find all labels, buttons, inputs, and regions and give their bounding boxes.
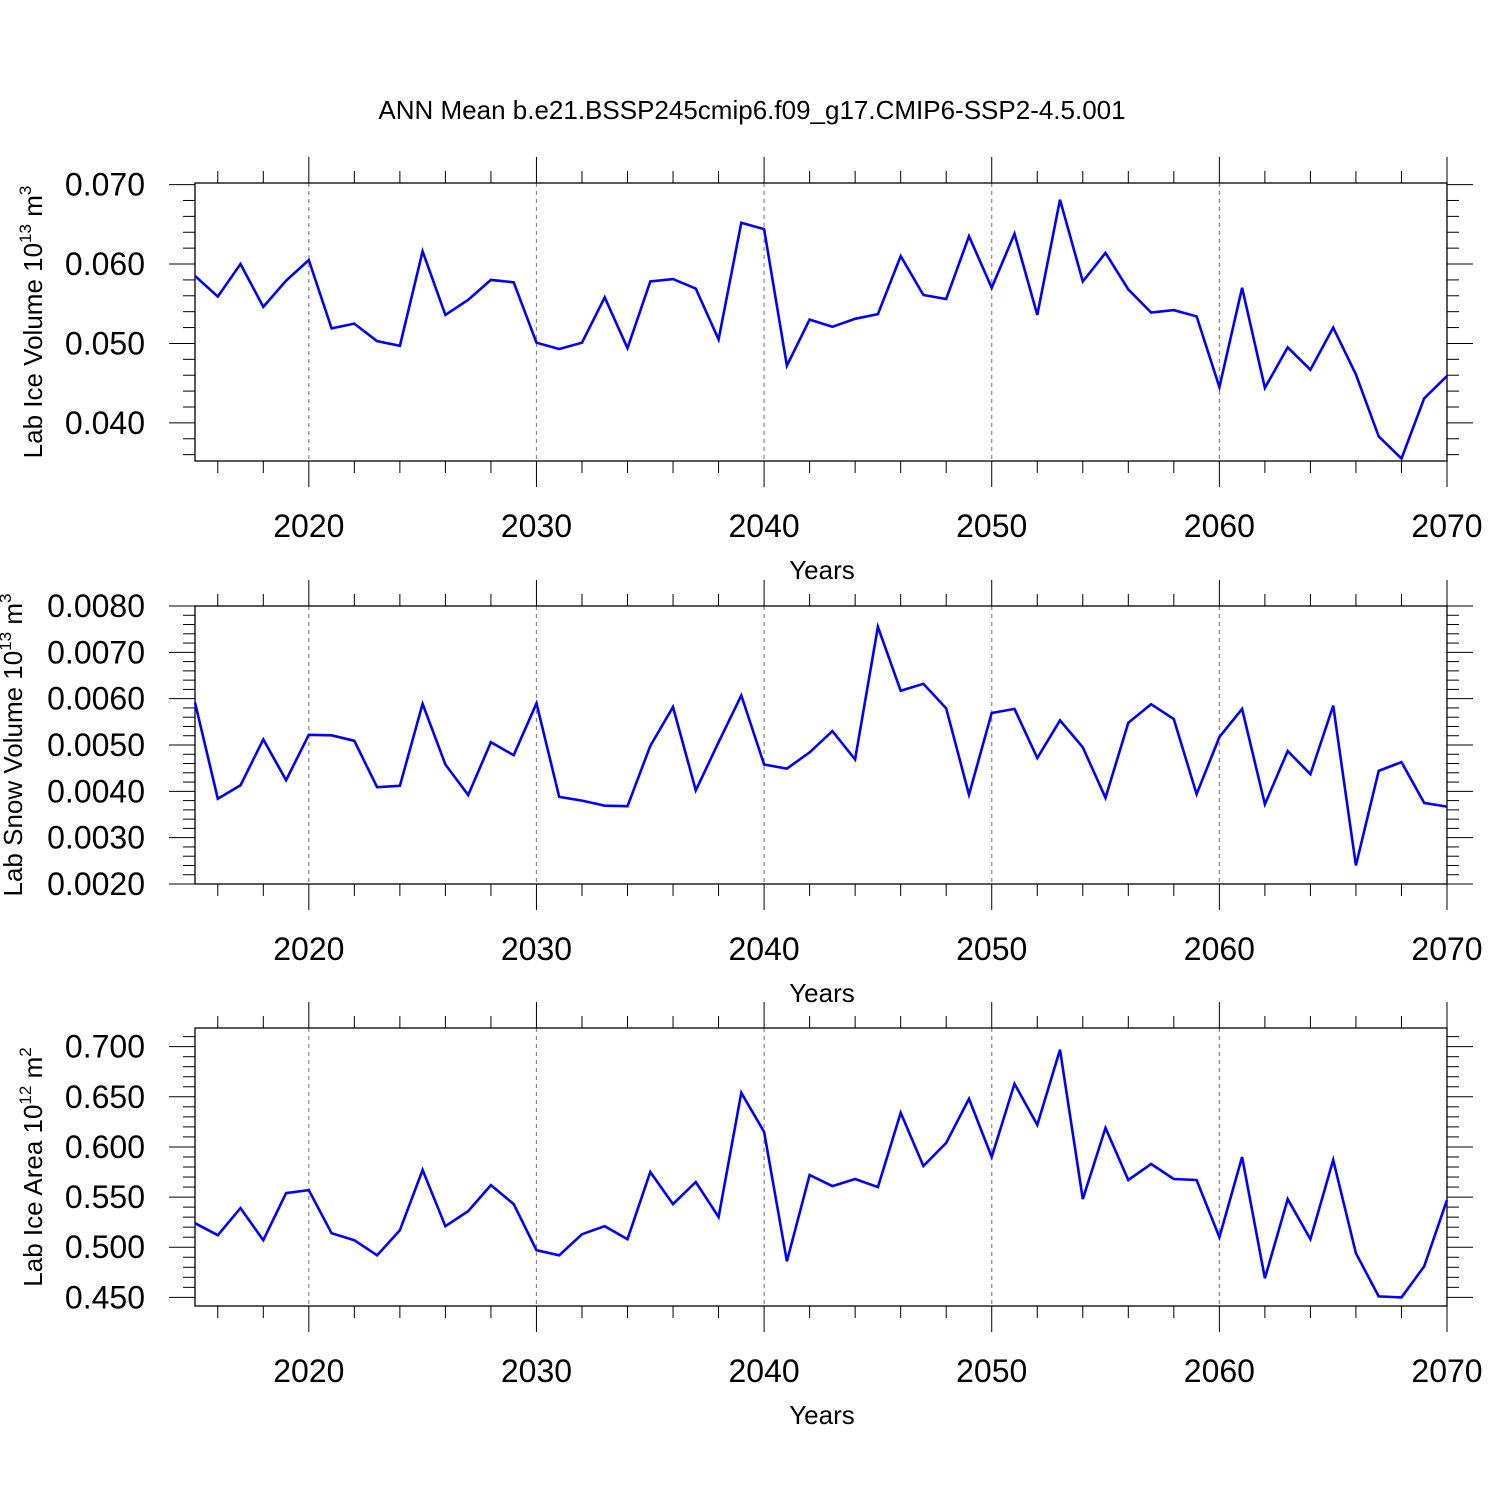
y-tick-label: 0.0040: [47, 773, 145, 809]
x-axis-label: Years: [789, 555, 855, 585]
x-tick-label: 2050: [956, 508, 1027, 544]
y-tick-label: 0.050: [65, 325, 145, 361]
x-tick-label: 2030: [501, 1353, 572, 1389]
series-line: [194, 1049, 1449, 1299]
x-tick-label: 2020: [273, 508, 344, 544]
x-tick-label: 2040: [728, 931, 799, 967]
x-tick-label: 2040: [728, 1353, 799, 1389]
x-tick-label: 2070: [1411, 931, 1482, 967]
y-tick-label: 0.0070: [47, 634, 145, 670]
plot-frame: [194, 1027, 1448, 1307]
x-tick-label: 2050: [956, 1353, 1027, 1389]
x-tick-label: 2040: [728, 508, 799, 544]
x-tick-label: 2060: [1184, 1353, 1255, 1389]
y-tick-label: 0.450: [65, 1279, 145, 1315]
chart-panels: 2020 2030 2040 2050 2060 2070 0.040 0.050 0.060 0…: [0, 157, 1483, 1430]
x-tick-label: 2050: [956, 931, 1027, 967]
panel-1: 2020 2030 2040 2050 2060 2070 0.040 0.050 0.060 0…: [16, 157, 1483, 585]
x-tick-label: 2070: [1411, 1353, 1482, 1389]
x-tick-label: 2020: [273, 1353, 344, 1389]
panel-2: 2020 2030 2040 2050 2060 2070 0.0020 0.0030 0.00…: [0, 580, 1483, 1008]
x-tick-label: 2030: [501, 931, 572, 967]
x-axis-label: Years: [789, 1400, 855, 1430]
x-axis-label: Years: [789, 978, 855, 1008]
plot-frame: [194, 182, 1448, 462]
x-tick-label: 2020: [273, 931, 344, 967]
x-tick-label: 2070: [1411, 508, 1482, 544]
y-tick-label: 0.550: [65, 1179, 145, 1215]
chart-title: ANN Mean b.e21.BSSP245cmip6.f09_g17.CMIP…: [378, 95, 1125, 125]
panel-3: 2020 2030 2040 2050 2060 2070 0.450 0.500 0.550 0…: [16, 1002, 1483, 1430]
y-tick-label: 0.650: [65, 1079, 145, 1115]
y-tick-label: 0.070: [65, 167, 145, 203]
x-tick-label: 2030: [501, 508, 572, 544]
y-axis-label: Lab Snow Volume 1013 m3: [0, 593, 28, 896]
y-tick-label: 0.060: [65, 246, 145, 282]
y-tick-label: 0.500: [65, 1229, 145, 1265]
y-tick-label: 0.0060: [47, 681, 145, 717]
y-tick-label: 0.040: [65, 405, 145, 441]
y-tick-label: 0.600: [65, 1129, 145, 1165]
y-tick-label: 0.0030: [47, 820, 145, 856]
y-axis-label: Lab Ice Area 1012 m2: [16, 1047, 48, 1286]
y-tick-label: 0.0080: [47, 588, 145, 624]
x-tick-label: 2060: [1184, 931, 1255, 967]
series-line: [193, 621, 1448, 866]
y-tick-label: 0.700: [65, 1029, 145, 1065]
y-axis-label: Lab Ice Volume 1013 m3: [16, 186, 48, 459]
plot-frame: [194, 605, 1448, 885]
y-tick-label: 0.0020: [47, 866, 145, 902]
x-tick-label: 2060: [1184, 508, 1255, 544]
y-tick-label: 0.0050: [47, 727, 145, 763]
series-line: [194, 199, 1448, 461]
